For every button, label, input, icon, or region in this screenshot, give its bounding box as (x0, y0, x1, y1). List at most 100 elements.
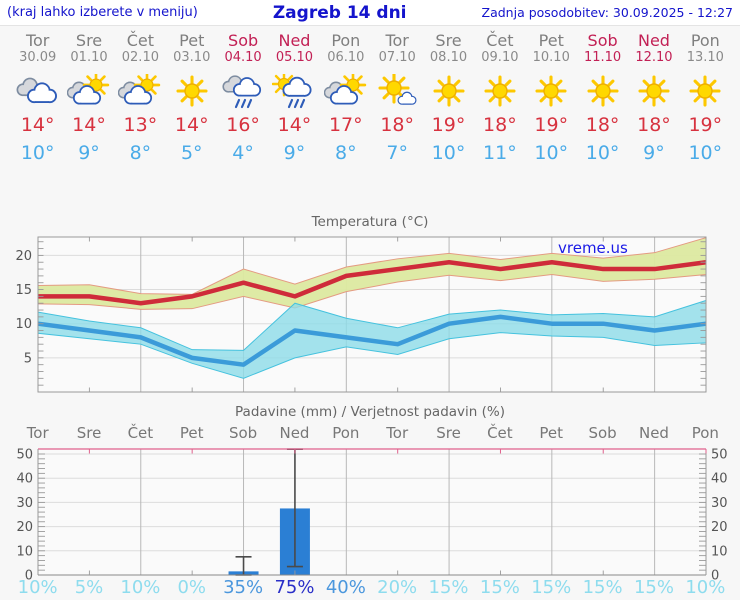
max-temperature-line (38, 259, 707, 306)
max-temperature-value: 14° (20, 114, 55, 136)
precipitation-day-labels-row: Tor Sre Čet Pet Sob Ned Pon Tor Sre Čet Pet Sob Ned P… (12, 424, 731, 442)
precipitation-chart: 0 0 10 10 20 20 30 30 40 40 50 50 (16, 448, 728, 584)
day-header: Pon 13.10 (680, 31, 731, 65)
svg-text:50: 50 (16, 448, 33, 463)
day-date: 03.10 (173, 50, 211, 65)
precip-probability-value: 10% (685, 577, 726, 598)
precip-probability-value: 0% (177, 577, 207, 598)
day-date: 30.09 (19, 50, 57, 65)
min-temperature-value: 10° (534, 142, 569, 164)
precip-probability-value: 15% (428, 577, 469, 598)
min-temperature-value: 5° (180, 142, 203, 164)
svg-text:20: 20 (16, 520, 33, 535)
svg-text:10: 10 (16, 544, 33, 559)
partly-weather-icon (118, 74, 162, 110)
max-temperature-value: 17° (328, 114, 363, 136)
weather-icon-cell (217, 74, 268, 114)
day-name: Ned (278, 31, 311, 50)
weather-icon-cell (166, 74, 217, 114)
svg-text:20: 20 (15, 249, 32, 264)
day-name: Ned (637, 31, 670, 50)
svg-text:10: 10 (15, 317, 32, 332)
precip-day-label: Pon (332, 424, 360, 442)
day-header: Pet 10.10 (526, 31, 577, 65)
weather-icon-cell (372, 74, 423, 114)
sunny-weather-icon (170, 74, 214, 110)
svg-text:30: 30 (711, 496, 728, 511)
day-date: 13.10 (686, 50, 724, 65)
day-date: 12.10 (635, 50, 673, 65)
day-header-row: Tor 30.09 Sre 01.10 Čet 02.10 Pet 03.10 Sob 04.10… (12, 31, 731, 65)
max-temperature-value: 16° (226, 114, 260, 136)
precip-day-label: Ned (638, 424, 669, 442)
precip-probability-value: 15% (582, 577, 623, 598)
svg-text:40: 40 (711, 472, 728, 487)
day-name: Čet (126, 31, 155, 50)
cloudy-weather-icon (16, 74, 60, 110)
min-temperature-value: 9° (643, 142, 665, 164)
precip-day-label: Čet (127, 424, 154, 442)
day-date: 06.10 (327, 50, 365, 65)
day-name: Sre (435, 31, 462, 50)
precip-day-label: Sob (588, 424, 617, 442)
precip-day-label: Tor (386, 424, 409, 442)
svg-text:5: 5 (24, 351, 32, 366)
day-name: Pon (690, 31, 720, 50)
svg-text:0: 0 (711, 569, 719, 584)
partly-weather-icon (67, 74, 111, 110)
vreme-watermark-link[interactable]: vreme.us (558, 239, 628, 257)
max-temperature-value: 18° (483, 114, 517, 136)
svg-text:30: 30 (16, 496, 33, 511)
precip-day-label: Pet (539, 424, 564, 442)
min-temperature-value: 10° (688, 142, 723, 164)
sunny-weather-icon (683, 74, 727, 110)
precipitation-probability-row: 10% 5% 10% 0% 35% 75% 40% 20% 15% 15% 15% 15% 15% 10% (12, 577, 731, 598)
day-header: Pet 03.10 (166, 31, 217, 65)
day-name: Sob (228, 31, 259, 50)
min-temperature-value: 4° (232, 142, 254, 164)
mostlysunny-weather-icon (375, 74, 419, 110)
day-date: 08.10 (429, 50, 468, 65)
sunny-weather-icon (427, 74, 471, 110)
day-date: 10.10 (532, 50, 570, 65)
min-temperature-value: 10° (20, 142, 55, 164)
precip-probability-value: 75% (274, 577, 315, 598)
min-temperature-value: 7° (386, 142, 408, 164)
precip-day-label: Pet (179, 424, 204, 442)
temperature-chart: 5 10 15 20 (15, 236, 707, 393)
min-temperature-row: 10° 9° 8° 5° 4° 9° 8° 7° 10° 11° 10° 10° 9° 10° (12, 142, 731, 164)
temperature-chart-title: Temperatura (°C) (311, 214, 429, 230)
day-name: Tor (385, 31, 409, 50)
precip-probability-value: 5% (74, 577, 104, 598)
day-name: Pet (538, 31, 564, 50)
day-header: Tor 30.09 (12, 31, 63, 65)
day-name: Tor (25, 31, 50, 50)
day-header: Sre 08.10 (423, 31, 474, 65)
svg-text:50: 50 (711, 448, 728, 463)
precip-probability-value: 20% (377, 577, 418, 598)
min-temperature-value: 11° (483, 142, 517, 164)
day-date: 02.10 (121, 50, 159, 65)
min-temperature-value: 9° (283, 142, 306, 164)
weather-icon-cell (680, 74, 731, 114)
sunny-weather-icon (529, 74, 573, 110)
weather-icon-cell (526, 74, 577, 114)
precip-day-label: Pon (691, 424, 719, 442)
weather-icon-cell (63, 74, 114, 114)
day-date: 04.10 (224, 50, 262, 65)
day-name: Pon (331, 31, 361, 50)
min-temperature-value: 8° (335, 142, 357, 164)
top-bar: (kraj lahko izberete v meniju) Zagreb 14… (0, 0, 740, 26)
precip-probability-value: 40% (325, 577, 366, 598)
min-temperature-value: 10° (585, 142, 620, 164)
precip-probability-value: 10% (120, 577, 161, 598)
day-name: Sob (587, 31, 618, 50)
weather-icon-cell (474, 74, 525, 114)
day-date: 05.10 (275, 50, 314, 65)
max-temperature-value: 19° (688, 114, 723, 136)
max-temperature-value: 18° (585, 114, 620, 136)
day-date: 01.10 (70, 50, 108, 65)
weather-icon-cell (577, 74, 628, 114)
min-temperature-line (37, 314, 707, 367)
